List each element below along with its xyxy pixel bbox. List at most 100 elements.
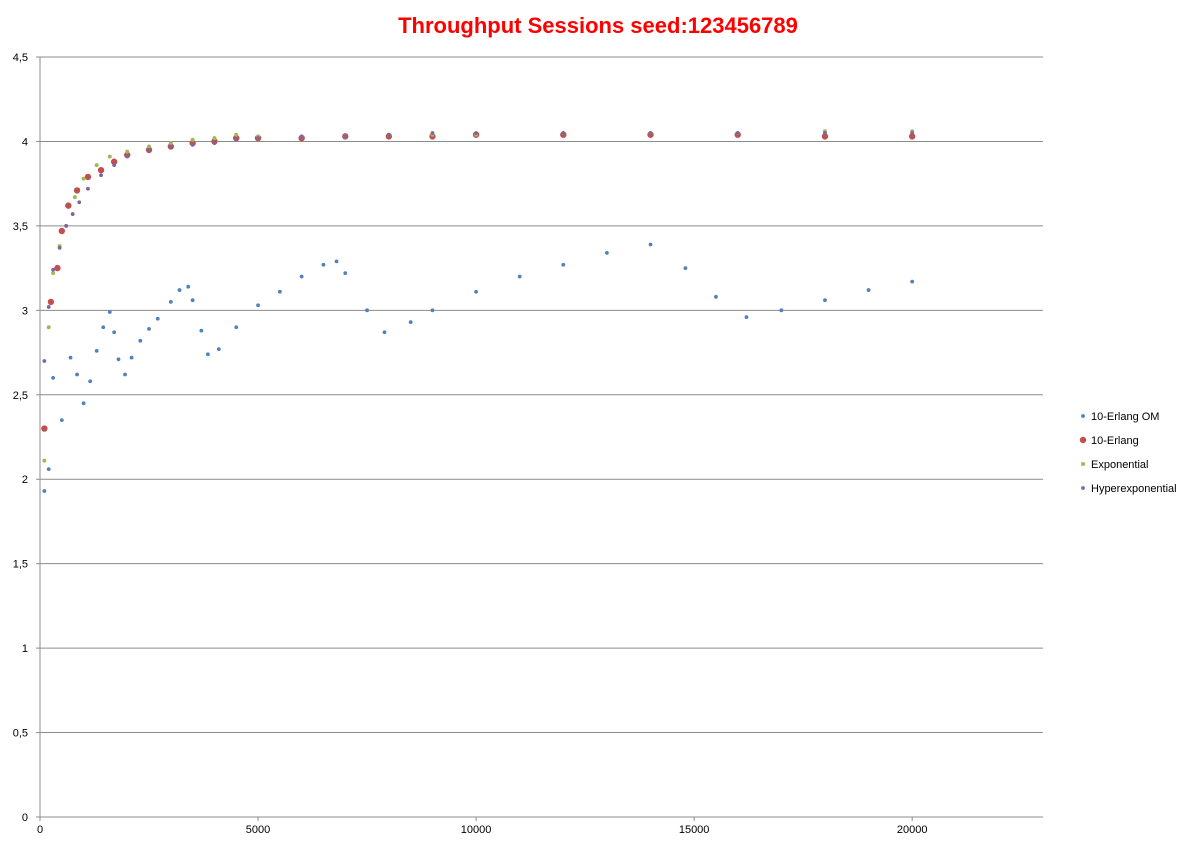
data-point	[256, 303, 260, 308]
data-point	[125, 154, 130, 159]
legend-label: 10-Erlang	[1091, 435, 1139, 447]
data-point	[147, 147, 151, 152]
data-point	[205, 352, 210, 357]
data-point	[177, 288, 182, 292]
data-point	[112, 163, 117, 167]
data-point	[714, 294, 718, 299]
data-point	[299, 134, 304, 139]
x-tick-label: 0	[37, 824, 43, 836]
data-point	[382, 330, 387, 335]
data-point	[46, 325, 51, 330]
data-point	[605, 251, 609, 255]
data-point	[199, 328, 204, 333]
series-hyperexponential	[42, 131, 915, 363]
data-point	[42, 458, 47, 463]
grid	[40, 56, 1043, 818]
data-point	[779, 308, 784, 313]
data-point	[42, 359, 47, 363]
data-point	[168, 144, 173, 149]
data-point	[821, 133, 829, 140]
data-point	[77, 200, 82, 205]
legend-marker	[1081, 414, 1085, 418]
data-point	[99, 173, 103, 178]
axes	[39, 57, 1043, 818]
data-point	[910, 131, 915, 135]
data-point	[125, 149, 130, 154]
data-point	[75, 372, 79, 377]
data-point	[81, 401, 86, 406]
data-point	[129, 355, 134, 360]
data-point	[648, 242, 653, 247]
legend-label: Exponential	[1091, 459, 1149, 471]
data-point	[97, 166, 105, 174]
legend: 10-Erlang OM 10-Erlang Exponential Hyperexp…	[1079, 411, 1177, 495]
data-point	[51, 375, 55, 380]
data-point	[216, 347, 221, 352]
y-tick-label: 2,5	[13, 390, 28, 402]
data-point	[51, 271, 56, 276]
data-point	[334, 259, 339, 264]
data-point	[234, 132, 239, 137]
data-point	[59, 418, 64, 423]
legend-label: 10-Erlang OM	[1091, 411, 1159, 423]
data-point	[107, 154, 112, 159]
data-point	[517, 274, 522, 279]
data-point	[430, 131, 435, 135]
data-point	[94, 163, 99, 168]
data-point	[365, 308, 369, 313]
data-point	[155, 316, 160, 321]
plot-series	[41, 129, 916, 493]
data-point	[234, 325, 239, 330]
data-point	[474, 289, 478, 294]
legend-marker	[1079, 436, 1087, 444]
data-point	[908, 133, 916, 140]
data-point	[561, 262, 566, 267]
y-tick-label: 0,5	[13, 728, 28, 740]
data-point	[54, 264, 61, 272]
y-tick-label: 1	[22, 643, 28, 655]
data-point	[256, 136, 260, 140]
data-point	[51, 267, 55, 272]
data-point	[46, 305, 51, 309]
data-point	[408, 320, 413, 325]
data-point	[343, 271, 348, 276]
series-10-erlang-om	[42, 242, 915, 493]
data-point	[343, 134, 348, 139]
data-point	[168, 299, 173, 304]
data-point	[190, 298, 195, 303]
data-point	[190, 137, 195, 142]
x-tick-label: 20000	[897, 824, 928, 836]
series-exponential	[42, 129, 915, 463]
data-point	[46, 467, 51, 471]
data-point	[190, 142, 195, 147]
series-10-erlang	[41, 131, 916, 432]
legend-marker	[1081, 462, 1085, 466]
data-point	[47, 298, 55, 306]
data-point	[234, 137, 239, 142]
data-point	[70, 212, 75, 216]
x-tick-label: 5000	[246, 824, 270, 836]
y-tick-label: 4,5	[13, 52, 28, 64]
data-point	[42, 489, 47, 493]
data-point	[321, 262, 326, 267]
y-tick-label: 1,5	[13, 559, 28, 571]
data-point	[168, 141, 173, 146]
data-point	[430, 308, 435, 313]
data-point	[101, 325, 106, 330]
y-ticks: 0 0,5 1 1,5 2 2,5 3 3,5 4 4,5	[13, 52, 40, 824]
data-point	[561, 131, 566, 135]
data-point	[65, 202, 72, 209]
data-point	[88, 379, 93, 384]
data-point	[41, 425, 48, 432]
data-point	[84, 173, 92, 181]
data-point	[72, 195, 77, 200]
data-point	[735, 131, 740, 135]
data-point	[73, 187, 81, 194]
y-tick-label: 2	[22, 474, 28, 486]
data-point	[910, 279, 915, 284]
data-point	[474, 131, 478, 135]
data-point	[81, 176, 86, 181]
data-point	[86, 186, 90, 191]
data-point	[744, 315, 749, 319]
